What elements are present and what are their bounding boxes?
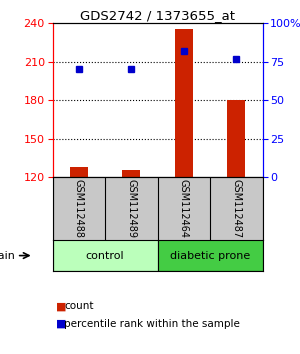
Text: percentile rank within the sample: percentile rank within the sample [64,319,240,329]
Bar [70,167,88,177]
Bar [52,240,158,271]
Text: control: control [86,251,124,261]
Bar [158,240,262,271]
Text: GSM112489: GSM112489 [126,179,136,238]
Text: ■: ■ [56,319,66,329]
Bar [227,100,245,177]
Text: ■: ■ [56,301,66,311]
Text: diabetic prone: diabetic prone [170,251,250,261]
Text: GSM112488: GSM112488 [74,179,84,238]
Text: GSM112464: GSM112464 [179,179,189,238]
Bar [175,29,193,177]
Text: GSM112487: GSM112487 [231,179,241,238]
Text: strain: strain [0,251,16,261]
Title: GDS2742 / 1373655_at: GDS2742 / 1373655_at [80,9,235,22]
Bar [122,170,140,177]
Text: count: count [64,301,94,311]
